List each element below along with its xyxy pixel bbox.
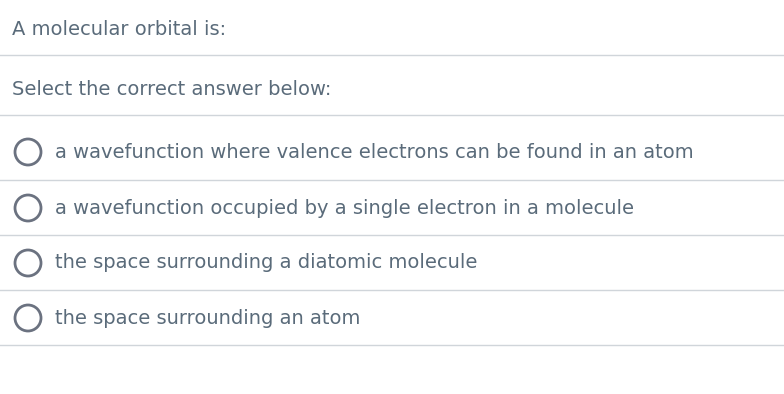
Text: the space surrounding a diatomic molecule: the space surrounding a diatomic molecul… (55, 253, 477, 273)
Text: a wavefunction where valence electrons can be found in an atom: a wavefunction where valence electrons c… (55, 143, 694, 162)
Text: Select the correct answer below:: Select the correct answer below: (12, 80, 332, 99)
Text: A molecular orbital is:: A molecular orbital is: (12, 20, 226, 39)
Text: the space surrounding an atom: the space surrounding an atom (55, 309, 361, 327)
Text: a wavefunction occupied by a single electron in a molecule: a wavefunction occupied by a single elec… (55, 199, 634, 217)
